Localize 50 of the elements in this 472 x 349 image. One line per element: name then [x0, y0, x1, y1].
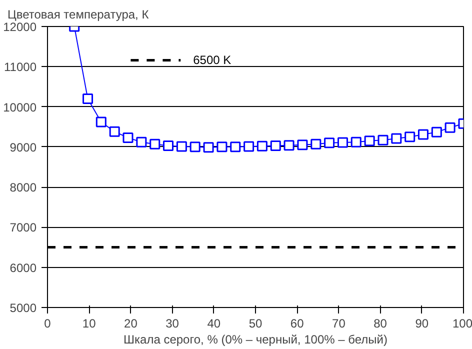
x-tick-label: 60 — [290, 316, 304, 330]
point — [109, 126, 120, 137]
point — [378, 134, 388, 146]
x-tick-label: 40 — [207, 316, 221, 330]
point — [203, 142, 214, 153]
point — [391, 133, 402, 144]
x-tick-label: 70 — [332, 316, 346, 330]
point — [163, 140, 174, 151]
y-tick-label: 11000 — [4, 60, 37, 74]
y-tick-label: 7000 — [10, 220, 37, 235]
y-tick-label: 5000 — [10, 301, 37, 315]
y-tick-label: 10000 — [3, 100, 37, 114]
point — [337, 137, 348, 148]
point — [284, 140, 294, 151]
point — [82, 94, 94, 104]
x-axis-title: Шкала серого, % (0% – черный, 100% – белый) — [124, 332, 388, 346]
point — [350, 136, 362, 148]
y-tick-label: 12000 — [3, 20, 37, 34]
x-tick-label: 50 — [248, 316, 262, 330]
point — [216, 142, 228, 152]
point — [122, 132, 134, 143]
x-tick-label: 10 — [82, 316, 96, 330]
x-tick-label: 90 — [415, 316, 429, 330]
point — [431, 126, 442, 138]
y-tick-label: 9000 — [10, 140, 37, 154]
y-axis-title: Цветовая температура, К — [8, 8, 149, 22]
point — [270, 140, 281, 151]
point — [310, 138, 322, 150]
x-tick-label: 20 — [124, 316, 138, 330]
point — [176, 141, 187, 152]
point — [150, 138, 160, 150]
y-tick-label: 6000 — [10, 260, 37, 275]
point — [244, 141, 254, 152]
y-tick-label: 8000 — [10, 180, 37, 195]
point — [324, 138, 335, 148]
point — [96, 116, 106, 128]
point — [230, 142, 241, 152]
point — [297, 140, 308, 150]
point — [136, 136, 147, 148]
x-tick-label: 80 — [374, 316, 388, 330]
point — [444, 122, 456, 133]
point — [256, 140, 268, 152]
point — [418, 129, 428, 140]
x-tick-label: 30 — [166, 316, 180, 330]
point — [404, 132, 416, 142]
point — [364, 136, 375, 146]
x-tick-label: 0 — [44, 316, 52, 330]
x-tick-label: 100 — [452, 316, 472, 330]
point — [190, 142, 200, 152]
legend-label: 6500 K — [193, 53, 232, 68]
